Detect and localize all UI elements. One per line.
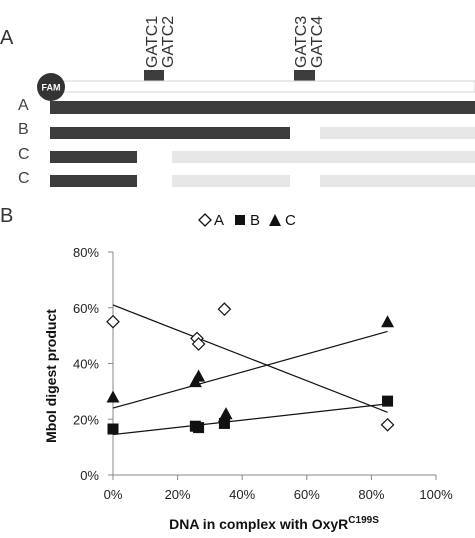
trend-line-a [112, 304, 388, 413]
legend-label-a: A [214, 212, 224, 229]
fragment-row-c1-dark-bar [50, 151, 137, 163]
fragment-row-b-label: B [18, 121, 29, 138]
y-tick-label: 0% [80, 468, 99, 483]
x-axis-ticks: 0% 20% 40% 60% 80% 100% [104, 475, 453, 502]
x-tick-label: 20% [165, 487, 191, 502]
data-point-b [107, 423, 119, 435]
data-point-c [219, 407, 233, 420]
data-point-c [106, 390, 120, 403]
gatc-site-label-4: GATC4 [309, 16, 326, 68]
fragment-row-a-bar [50, 101, 475, 114]
fragment-row-c2-label: C [18, 170, 30, 187]
legend-label-c: C [285, 212, 296, 229]
panel-a: A GATC1 GATC2 GATC3 GATC4 FAM A B C C [0, 16, 475, 187]
y-axis-title: MboI digest product [43, 309, 59, 443]
data-point-c [192, 369, 206, 382]
y-tick-label: 60% [73, 301, 99, 316]
data-point-b [382, 395, 394, 407]
legend-marker-c [269, 214, 281, 226]
legend-marker-b [235, 215, 245, 225]
x-axis-title-main: DNA in complex with OxyR [169, 516, 348, 532]
data-point-a [191, 337, 206, 351]
x-tick-label: 100% [419, 487, 453, 502]
fragment-row-c2-light-bar-1 [172, 175, 290, 187]
fam-label-circle [37, 73, 65, 101]
x-axis-title: DNA in complex with OxyRC199S [169, 515, 379, 532]
panel-b: B A B C 0% 20% 40% 60% 80% 100% 0% 20% 40% 60% 80… [0, 205, 453, 532]
y-tick-label: 80% [73, 245, 99, 260]
panel-b-label: B [0, 205, 13, 227]
fragment-row-c1-label: C [18, 146, 30, 163]
fragment-row-a-label: A [18, 97, 29, 114]
data-point-a [380, 417, 395, 432]
data-point-a [217, 302, 232, 316]
x-tick-label: 80% [358, 487, 384, 502]
fragment-row-b-light-bar [320, 127, 475, 139]
fragment-row-c2-light-bar-2 [320, 175, 475, 187]
dna-probe-outline [49, 80, 475, 93]
trend-line-b [112, 403, 388, 436]
data-point-c [381, 315, 395, 328]
y-axis-ticks: 0% 20% 40% 60% 80% [73, 245, 113, 483]
y-tick-label: 20% [73, 412, 99, 427]
chart-legend: A B C [198, 212, 296, 229]
x-tick-label: 60% [294, 487, 320, 502]
data-point-a [106, 314, 120, 329]
x-tick-label: 0% [104, 487, 123, 502]
fam-label-text: FAM [42, 83, 61, 93]
data-markers [106, 302, 395, 435]
trend-lines [112, 304, 388, 436]
data-point-b [218, 417, 230, 429]
fragment-row-c1-light-bar [172, 151, 475, 163]
trend-line-c [112, 330, 388, 409]
gatc-site-label-2: GATC2 [160, 16, 177, 68]
fragment-row-b-dark-bar [50, 127, 290, 139]
x-tick-label: 40% [229, 487, 255, 502]
data-point-b [193, 422, 205, 434]
gatc-site-label-3: GATC3 [293, 16, 310, 68]
legend-marker-a [198, 213, 212, 227]
x-axis-title-superscript: C199S [348, 515, 379, 526]
fragment-row-c2-dark-bar [50, 175, 137, 187]
gatc-site-label-1: GATC1 [144, 16, 161, 68]
y-tick-label: 40% [73, 357, 99, 372]
panel-a-label: A [0, 27, 14, 49]
legend-label-b: B [250, 212, 260, 229]
